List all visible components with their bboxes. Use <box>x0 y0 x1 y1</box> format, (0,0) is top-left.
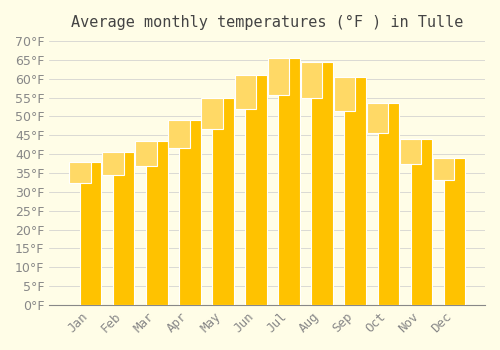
Bar <box>212 98 234 305</box>
Bar <box>168 120 190 148</box>
Bar <box>202 98 223 129</box>
Bar <box>433 158 454 180</box>
Bar <box>234 75 256 110</box>
Bar <box>400 139 421 164</box>
Bar <box>80 162 102 305</box>
Bar <box>378 103 399 305</box>
Bar <box>146 141 168 305</box>
Bar <box>312 62 333 305</box>
Bar <box>344 77 366 305</box>
Bar <box>367 103 388 133</box>
Bar <box>300 62 322 98</box>
Bar <box>113 152 134 305</box>
Bar <box>246 75 267 305</box>
Title: Average monthly temperatures (°F ) in Tulle: Average monthly temperatures (°F ) in Tu… <box>71 15 464 30</box>
Bar <box>410 139 432 305</box>
Bar <box>268 58 289 95</box>
Bar <box>334 77 355 111</box>
Bar <box>136 141 157 166</box>
Bar <box>69 162 90 183</box>
Bar <box>102 152 124 175</box>
Bar <box>444 158 465 305</box>
Bar <box>179 120 201 305</box>
Bar <box>278 58 300 305</box>
